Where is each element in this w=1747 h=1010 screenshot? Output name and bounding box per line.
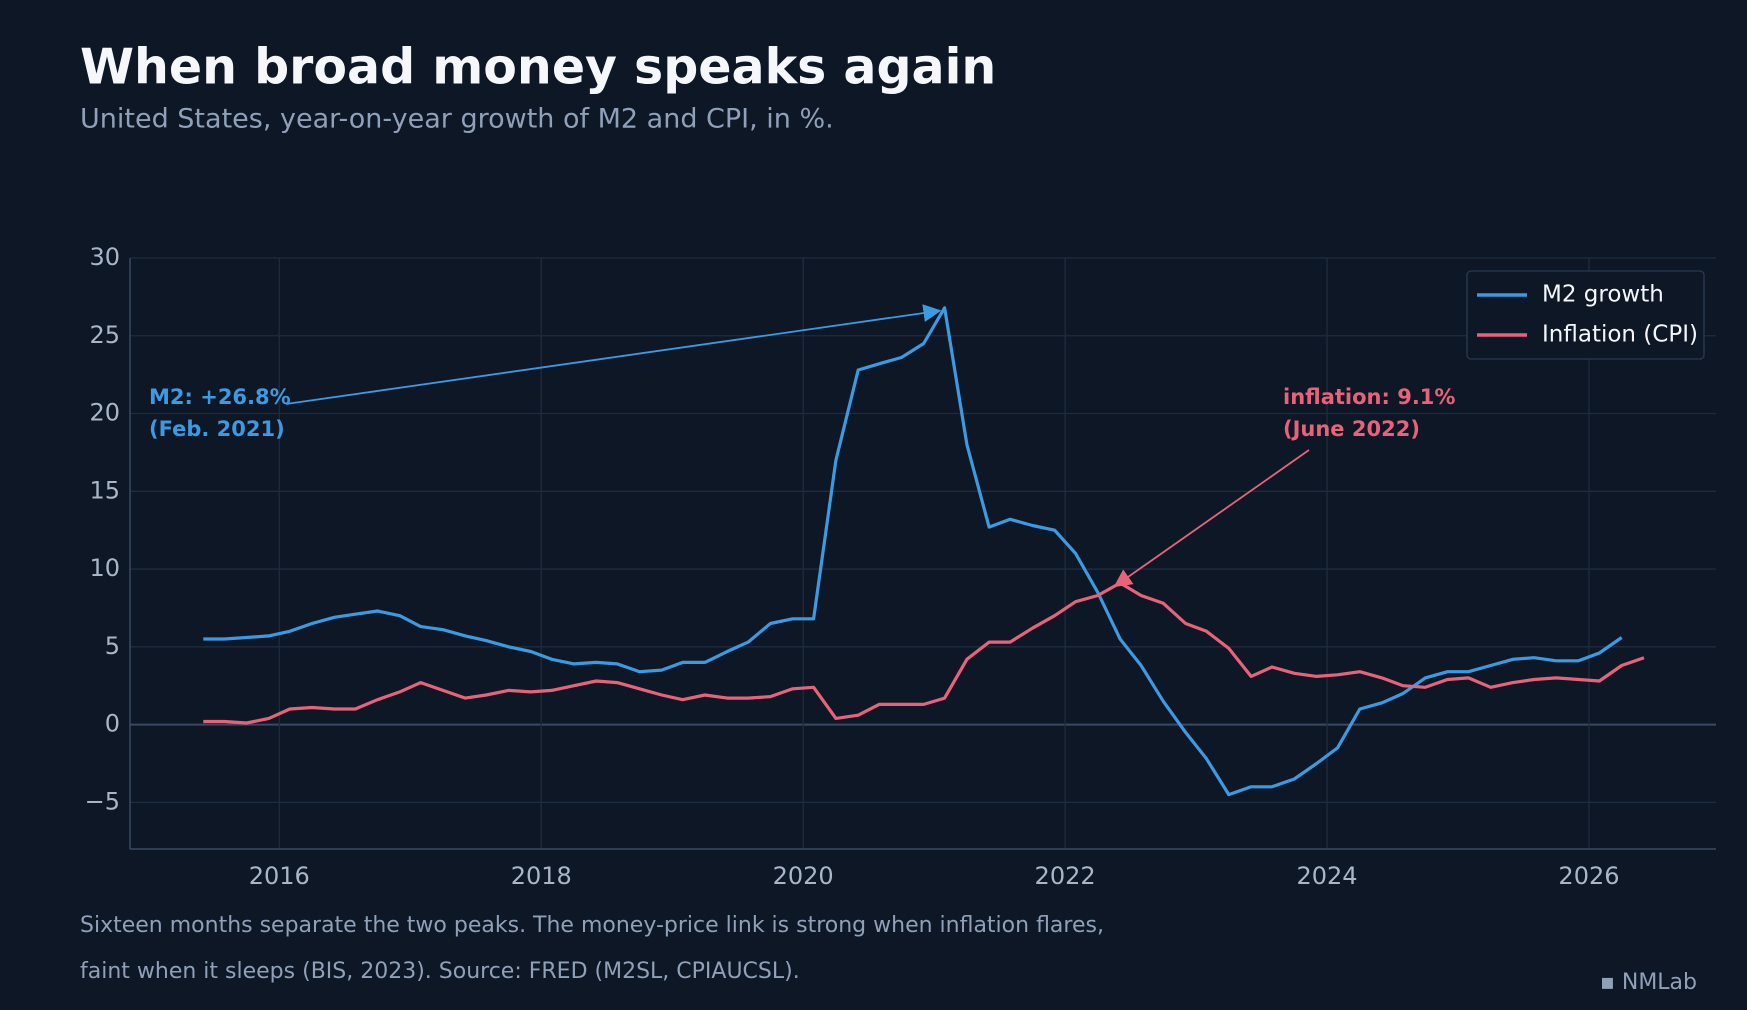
legend-label: Inflation (CPI) bbox=[1542, 322, 1698, 348]
y-tick-label: 10 bbox=[89, 554, 120, 582]
chart-title: When broad money speaks again bbox=[80, 39, 996, 96]
x-tick-label: 2016 bbox=[249, 862, 310, 890]
brand: ▪ NMLab bbox=[1600, 970, 1697, 995]
x-tick-label: 2020 bbox=[773, 862, 834, 890]
series-line bbox=[203, 306, 1623, 797]
y-tick-label: 30 bbox=[89, 243, 120, 271]
legend-label: M2 growth bbox=[1542, 282, 1664, 308]
y-tick-label: 20 bbox=[89, 399, 120, 427]
x-tick-label: 2018 bbox=[511, 862, 572, 890]
footnote: Sixteen months separate the two peaks. T… bbox=[80, 913, 1104, 938]
chart-subtitle: United States, year-on-year growth of M2… bbox=[80, 104, 834, 135]
y-tick-label: 25 bbox=[89, 321, 120, 349]
annotation-text: (June 2022) bbox=[1283, 417, 1420, 441]
y-tick-label: 0 bbox=[105, 710, 120, 738]
y-tick-label: 5 bbox=[105, 632, 120, 660]
annotation-text: inflation: 9.1% bbox=[1283, 385, 1455, 409]
annotation-text: (Feb. 2021) bbox=[149, 417, 285, 441]
legend: M2 growth Inflation (CPI) bbox=[1466, 270, 1705, 360]
x-tick-label: 2026 bbox=[1558, 862, 1619, 890]
y-tick-label: −5 bbox=[85, 787, 120, 815]
annotation-text: M2: +26.8% bbox=[149, 385, 291, 409]
y-tick-label: 15 bbox=[89, 476, 120, 504]
annotation-arrow bbox=[285, 304, 942, 405]
series-line bbox=[203, 581, 1645, 725]
x-tick-label: 2022 bbox=[1035, 862, 1096, 890]
legend-box bbox=[1466, 270, 1705, 360]
x-tick-label: 2024 bbox=[1296, 862, 1357, 890]
annotation-arrow bbox=[1113, 449, 1310, 588]
footnote: faint when it sleeps (BIS, 2023). Source… bbox=[80, 959, 800, 984]
